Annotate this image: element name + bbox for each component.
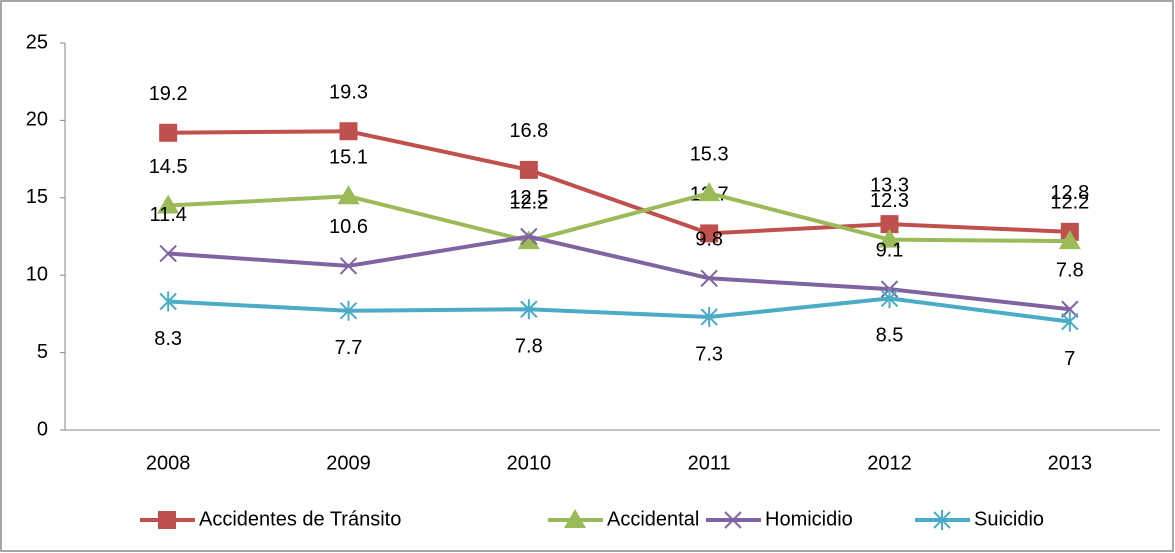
y-tick-label: 0 — [37, 418, 48, 440]
series-line — [168, 129, 1070, 236]
legend-label: Accidentes de Tránsito — [199, 508, 401, 530]
data-label: 13.3 — [870, 174, 909, 196]
marker — [159, 291, 177, 312]
marker — [1061, 300, 1079, 318]
marker — [339, 257, 358, 275]
marker — [700, 224, 719, 243]
marker — [157, 194, 180, 214]
marker — [337, 185, 360, 205]
marker — [878, 228, 901, 248]
data-label: 10.6 — [329, 216, 368, 238]
marker — [158, 511, 176, 529]
marker — [700, 306, 718, 327]
x-tick-label: 2008 — [146, 452, 191, 474]
x-tick-label: 2010 — [507, 452, 552, 474]
series-line — [168, 191, 1070, 244]
marker — [724, 511, 742, 529]
legend-item: Accidentes de Tránsito — [140, 508, 401, 530]
marker — [159, 123, 178, 142]
marker — [517, 230, 540, 250]
data-label: 7.8 — [1056, 260, 1084, 282]
data-label: 11.4 — [149, 204, 186, 226]
marker — [339, 122, 358, 141]
marker — [520, 227, 538, 246]
data-label: 16.8 — [509, 120, 548, 142]
data-label: 12.3 — [870, 190, 909, 212]
marker — [564, 509, 586, 528]
series-line — [168, 234, 1071, 312]
marker — [880, 288, 899, 309]
data-label: 9.8 — [695, 229, 723, 251]
y-tick-label: 25 — [26, 31, 48, 53]
marker — [700, 269, 718, 288]
x-tick-label: 2013 — [1048, 452, 1093, 474]
data-label: 7.7 — [335, 337, 363, 359]
legend-label: Accidental — [607, 508, 699, 530]
data-label: 8.3 — [154, 328, 182, 350]
data-label: 15.3 — [690, 143, 729, 165]
data-label: 9.1 — [876, 239, 904, 261]
x-tick-label: 2012 — [867, 452, 912, 474]
data-label: 12.8 — [1050, 182, 1089, 204]
marker — [519, 160, 538, 179]
marker — [1058, 230, 1081, 250]
data-label: 12.2 — [1050, 191, 1089, 213]
legend-label: Suicidio — [974, 508, 1044, 530]
marker — [159, 244, 177, 263]
marker — [520, 299, 538, 320]
x-tick-label: 2009 — [326, 452, 371, 474]
data-label: 14.5 — [149, 156, 188, 178]
legend-item: Suicidio — [915, 508, 1044, 530]
marker — [880, 215, 899, 234]
y-tick-label: 5 — [37, 341, 48, 363]
data-label: 12.2 — [509, 191, 548, 213]
legend-item: Homicidio — [706, 508, 853, 530]
data-label: 19.3 — [329, 82, 368, 104]
data-label: 7 — [1064, 348, 1075, 370]
legend-item: Accidental — [548, 508, 699, 530]
legend-label: Homicidio — [765, 508, 853, 530]
y-tick-label: 15 — [26, 186, 48, 208]
data-label: 19.2 — [149, 83, 188, 105]
marker — [1061, 311, 1079, 332]
marker — [933, 510, 951, 530]
marker — [339, 300, 358, 321]
series-line — [168, 296, 1071, 324]
data-label: 7.3 — [695, 343, 723, 365]
x-tick-label: 2011 — [688, 452, 731, 474]
data-label: 8.5 — [876, 325, 904, 347]
y-tick-label: 10 — [26, 263, 48, 285]
marker — [698, 182, 721, 202]
data-label: 12.5 — [509, 187, 548, 209]
y-tick-label: 20 — [26, 109, 48, 131]
data-label: 15.1 — [329, 147, 368, 169]
data-label: 7.8 — [515, 336, 543, 358]
